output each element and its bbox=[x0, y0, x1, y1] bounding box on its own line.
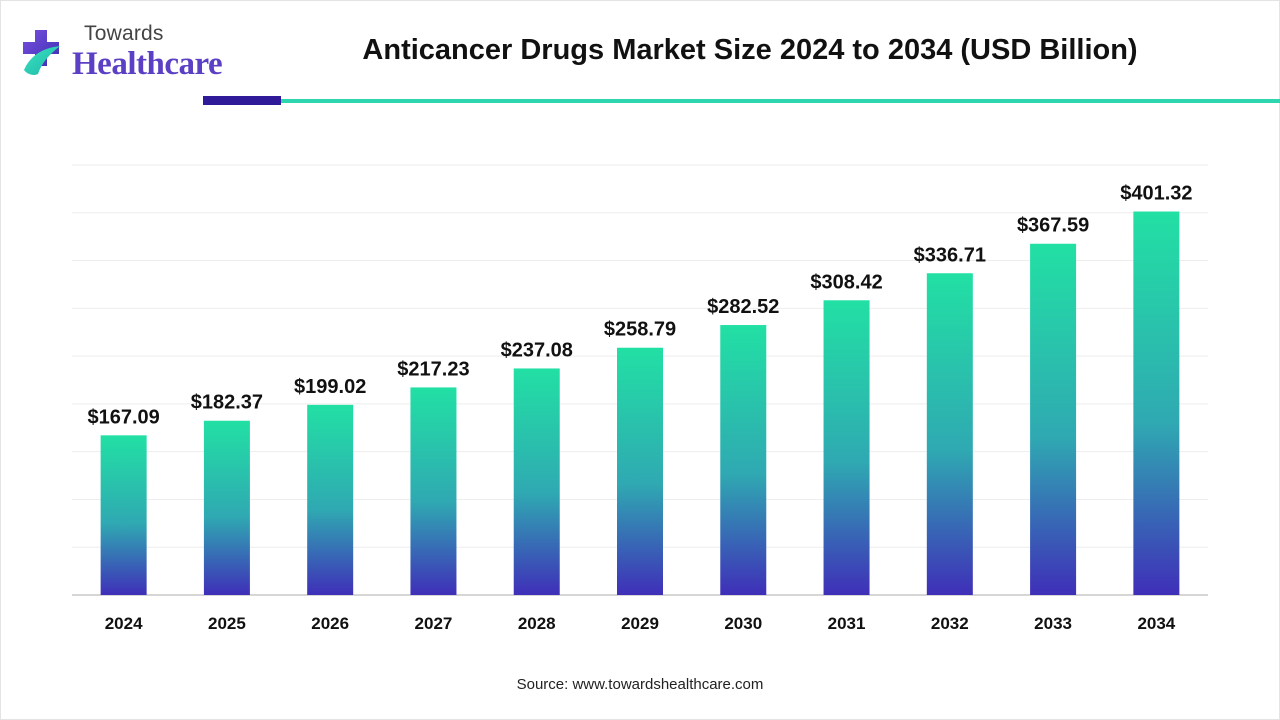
data-label-2024: $167.09 bbox=[87, 406, 159, 428]
x-tick-label-2034: 2034 bbox=[1137, 614, 1175, 633]
logo-text-healthcare: Healthcare bbox=[72, 46, 223, 82]
data-label-2026: $199.02 bbox=[294, 376, 366, 398]
bar-2034 bbox=[1133, 211, 1180, 595]
x-tick-label-2026: 2026 bbox=[311, 614, 349, 633]
data-label-2025: $182.37 bbox=[191, 392, 263, 414]
x-tick-label-2028: 2028 bbox=[518, 614, 556, 633]
bar-2033 bbox=[1030, 243, 1077, 596]
data-label-2033: $367.59 bbox=[1017, 215, 1089, 237]
bar-2030 bbox=[720, 325, 767, 595]
title-underline-rule bbox=[281, 99, 1280, 103]
bar-2032 bbox=[926, 273, 973, 595]
bar-2026 bbox=[307, 404, 354, 595]
logo-text-towards: Towards bbox=[84, 22, 164, 45]
bar-2028 bbox=[513, 368, 560, 595]
x-tick-label-2030: 2030 bbox=[724, 614, 762, 633]
x-tick-label-2024: 2024 bbox=[105, 614, 143, 633]
bar-2025 bbox=[203, 420, 250, 595]
data-label-2028: $237.08 bbox=[501, 339, 573, 361]
x-tick-label-2031: 2031 bbox=[828, 614, 866, 633]
data-label-2034: $401.32 bbox=[1120, 183, 1192, 205]
data-label-2030: $282.52 bbox=[707, 296, 779, 318]
data-label-2029: $258.79 bbox=[604, 319, 676, 341]
brand-logo: Towards Healthcare bbox=[20, 22, 250, 84]
bar-2029 bbox=[617, 347, 663, 595]
bar-2031 bbox=[823, 300, 870, 595]
medical-cross-icon bbox=[23, 30, 60, 75]
bar-2027 bbox=[410, 387, 457, 595]
data-label-2031: $308.42 bbox=[810, 271, 882, 293]
data-label-2027: $217.23 bbox=[397, 358, 469, 380]
title-underline-accent bbox=[203, 96, 281, 105]
chart-title: Anticancer Drugs Market Size 2024 to 203… bbox=[362, 34, 1138, 66]
bar-2024 bbox=[100, 435, 147, 595]
x-tick-label-2032: 2032 bbox=[931, 614, 969, 633]
data-label-2032: $336.71 bbox=[914, 244, 986, 266]
x-tick-label-2025: 2025 bbox=[208, 614, 246, 633]
x-tick-label-2029: 2029 bbox=[621, 614, 659, 633]
source-note: Source: www.towardshealthcare.com bbox=[516, 676, 764, 693]
x-tick-label-2027: 2027 bbox=[415, 614, 453, 633]
x-tick-label-2033: 2033 bbox=[1034, 614, 1072, 633]
